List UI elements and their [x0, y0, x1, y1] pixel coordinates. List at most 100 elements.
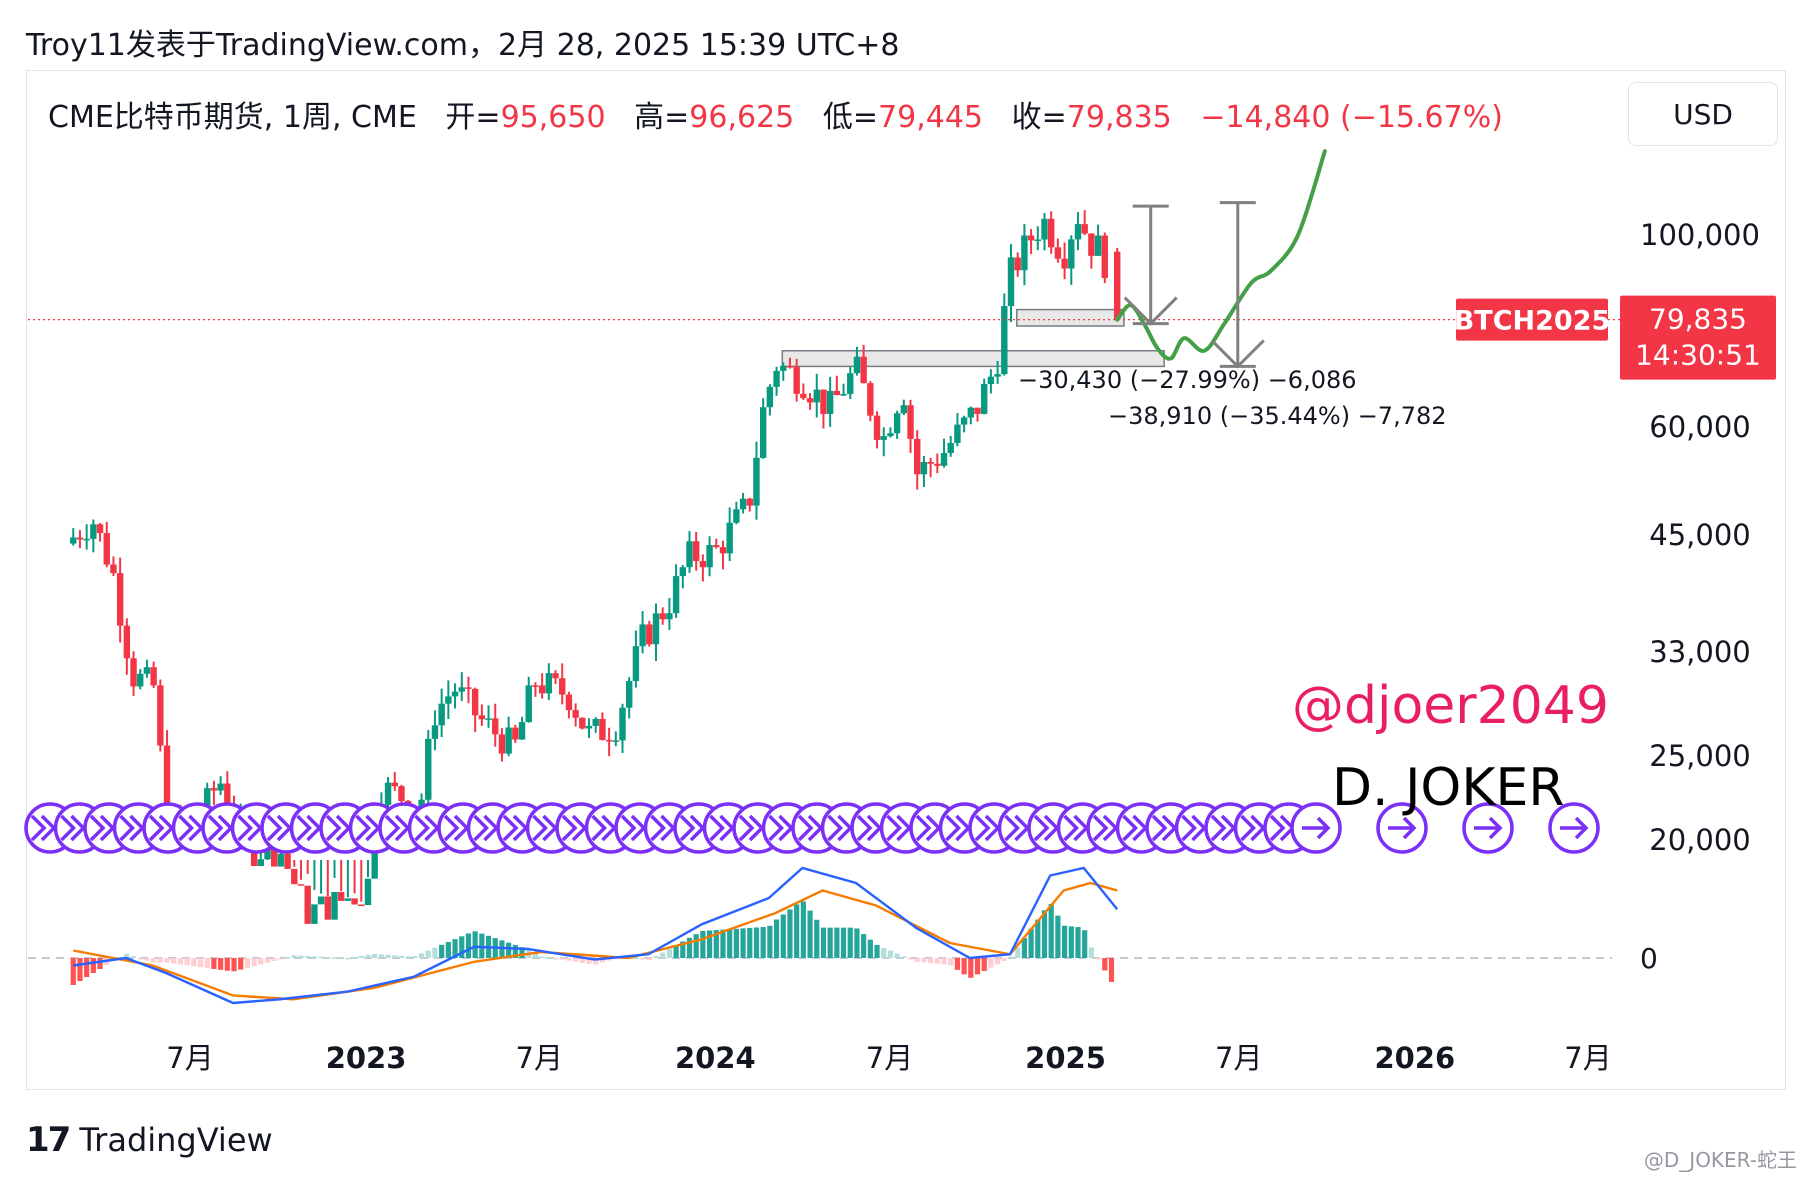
candle [605, 727, 613, 757]
publish-header: Troy11发表于TradingView.com，2月 28, 2025 15:… [26, 28, 900, 63]
candle [893, 410, 901, 439]
candle-body [746, 498, 753, 506]
candle [458, 672, 465, 701]
candle-body [626, 681, 633, 708]
candle-body [96, 524, 104, 534]
candle-body [726, 522, 733, 554]
support-zone-2[interactable] [781, 349, 1165, 368]
macd-histogram-bar [97, 958, 103, 970]
candle [739, 492, 747, 514]
macd-histogram-bar [318, 956, 324, 959]
macd-histogram-bar [861, 934, 867, 958]
candle [753, 441, 760, 520]
symbol-name[interactable]: CME比特币期货, 1周, CME [48, 100, 417, 135]
chevron-icon [886, 814, 902, 842]
candle [927, 457, 934, 478]
candle-body [465, 687, 472, 689]
candle [726, 507, 733, 562]
chevron-icon [30, 814, 47, 842]
y-axis-tick: 20,000 [1649, 823, 1750, 857]
event-marker-future[interactable] [1548, 802, 1600, 854]
macd-histogram-bar [840, 927, 847, 958]
macd-histogram-bar [291, 955, 297, 958]
candle [1061, 242, 1068, 280]
macd-histogram-bar [800, 901, 806, 958]
measure-arrow-2[interactable] [1210, 201, 1265, 369]
chevron-icon [60, 814, 76, 842]
chevron-icon [1181, 814, 1197, 842]
chevron-icon [1240, 814, 1256, 842]
candle-body [451, 691, 459, 697]
candle-body [713, 545, 720, 548]
macd-histogram-bar [1015, 947, 1021, 958]
candle [545, 663, 553, 701]
candle-body [150, 667, 157, 686]
macd-histogram-bar [546, 957, 552, 960]
candle [150, 661, 157, 689]
candle [646, 620, 653, 647]
candle [96, 522, 104, 542]
candle-body [1068, 239, 1075, 269]
signal-line[interactable] [73, 881, 1118, 1001]
candle-body [1007, 257, 1015, 307]
macd-histogram-bar [680, 941, 686, 958]
symbol-tag[interactable]: BTCH2025 [1454, 298, 1611, 341]
candle-body [291, 868, 298, 885]
macd-histogram-bar [1028, 928, 1034, 958]
macd-histogram-bar [686, 937, 693, 958]
x-axis-tick: 7月 [516, 1041, 563, 1075]
candle-body [806, 398, 814, 403]
x-axis-tick: 7月 [166, 1041, 213, 1075]
macd-histogram-bar [767, 925, 773, 958]
candle [277, 852, 285, 867]
macd-histogram-bar [1102, 958, 1108, 971]
macd-histogram-bar [907, 958, 914, 960]
candle [83, 524, 90, 550]
measure-arrow-1[interactable] [1123, 204, 1178, 326]
candle [317, 860, 325, 905]
candle [425, 730, 432, 807]
chevron-icon [591, 814, 607, 842]
candle [887, 427, 894, 438]
candle [1007, 244, 1015, 323]
macd-histogram-bar [465, 933, 472, 958]
macd-line[interactable] [73, 866, 1119, 1005]
macd-histogram-bar [573, 958, 579, 962]
macd-histogram-bar [84, 958, 90, 978]
candle [559, 663, 566, 705]
x-axis-tick: 7月 [866, 1041, 913, 1075]
candle-body [893, 413, 901, 434]
candle [780, 362, 787, 381]
candle [471, 687, 479, 733]
candle-body [445, 696, 452, 704]
chevron-icon [709, 814, 725, 842]
event-marker-future[interactable] [1462, 802, 1514, 854]
macd-histogram-bar [633, 956, 639, 959]
candle-last[interactable] [1114, 247, 1121, 322]
candle [793, 358, 800, 402]
candle [626, 677, 633, 719]
event-marker-future[interactable] [1376, 802, 1428, 854]
candle-body [137, 673, 144, 687]
candle [766, 384, 774, 416]
candle [438, 688, 445, 737]
macd-histogram-bar [452, 939, 458, 958]
candle-body [492, 718, 499, 735]
support-zone-1[interactable] [1015, 308, 1125, 327]
event-marker-future[interactable] [1290, 802, 1342, 854]
candle [257, 852, 265, 866]
y-axis-tick: 60,000 [1649, 410, 1750, 444]
macd-histogram-bar [1001, 958, 1007, 961]
tradingview-logo[interactable]: 17 TradingView [26, 1120, 273, 1160]
candle-body [217, 783, 224, 791]
projection-path[interactable] [1115, 149, 1327, 361]
macd-histogram-bar [345, 957, 351, 960]
candle [800, 383, 807, 400]
candle-body [103, 533, 110, 565]
candle-body [545, 673, 553, 694]
candle-body [987, 376, 995, 385]
currency-button[interactable]: USD [1628, 82, 1778, 146]
candle [137, 669, 144, 690]
